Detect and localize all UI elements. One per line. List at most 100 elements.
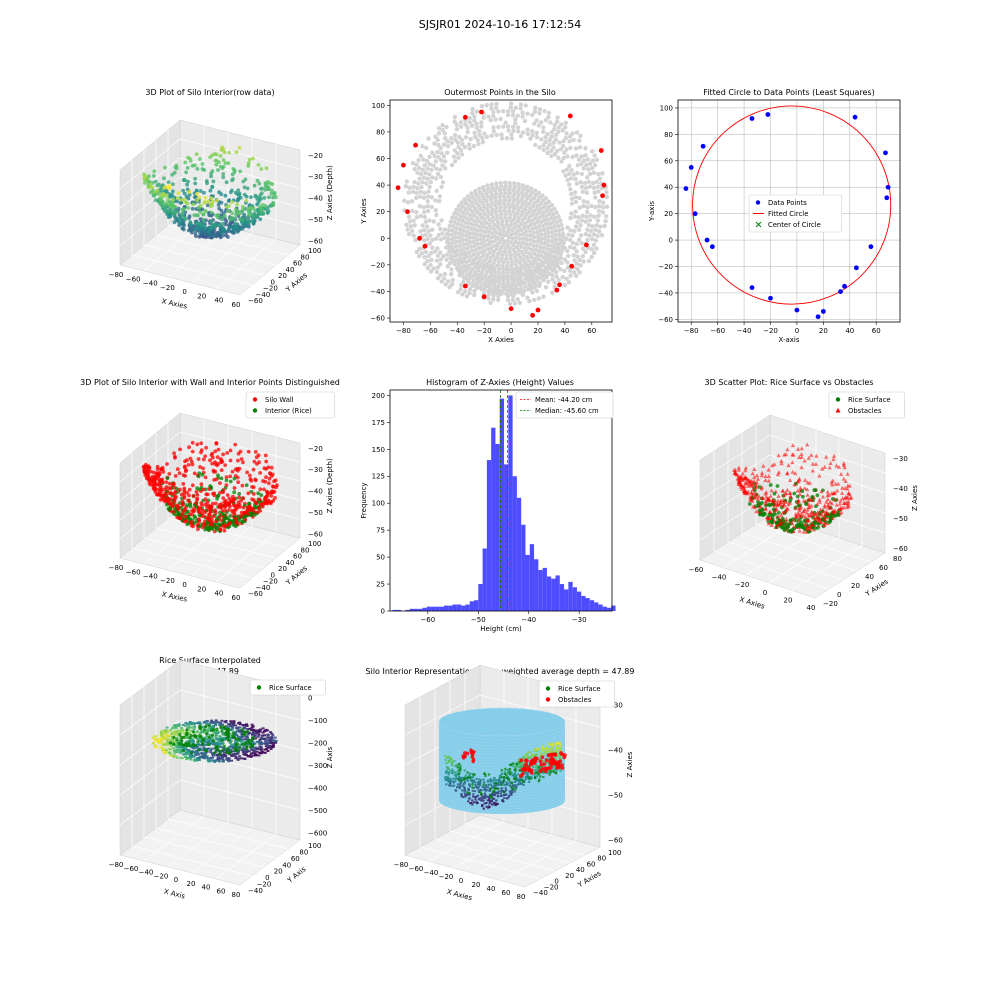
p6-obstacle-point <box>839 471 844 476</box>
p6-obstacle-point <box>766 478 771 483</box>
p1-point <box>187 192 192 197</box>
p6-obstacle-point <box>826 502 831 507</box>
p2-point <box>549 134 554 139</box>
p2-point <box>436 131 442 136</box>
p1-point <box>232 230 237 235</box>
p2-point <box>496 297 501 302</box>
p6-obstacle-point <box>757 494 762 499</box>
p7-surface-patch <box>234 730 238 733</box>
p4-point <box>171 492 176 496</box>
p2-point <box>560 274 565 280</box>
p6-obstacle-point <box>845 505 850 510</box>
p2-point <box>503 211 509 217</box>
p4-point <box>214 441 219 446</box>
p4-point <box>209 506 214 511</box>
p2-point <box>572 214 577 219</box>
p7-point <box>201 742 205 746</box>
p2-point <box>471 143 477 149</box>
p4-ztick-label: −30 <box>308 466 323 474</box>
p7-surface-patch <box>209 742 213 745</box>
p2-point <box>524 203 529 208</box>
p2-outer-point <box>401 162 406 168</box>
p2-point <box>480 263 486 268</box>
p3-frame <box>677 99 901 323</box>
p7-surface-patch <box>173 755 177 757</box>
p2-point <box>406 231 412 237</box>
p5-ytick-label: 200 <box>372 392 385 400</box>
p7-surface-patch <box>165 738 169 740</box>
p4-point <box>244 483 249 488</box>
p2-point <box>524 263 529 269</box>
p7-surface-patch <box>199 756 203 758</box>
p2-point <box>562 268 567 273</box>
p7-surface-patch <box>241 724 245 727</box>
p3-point <box>749 285 755 291</box>
p2-point <box>575 170 580 176</box>
p2-outer-point <box>422 243 428 249</box>
p7-point <box>221 748 225 752</box>
p2-point <box>440 163 445 168</box>
p2-point <box>543 135 548 140</box>
p2-point <box>565 265 571 270</box>
p6-obstacle-point <box>802 458 807 463</box>
p2-point <box>494 181 499 186</box>
p2-point <box>552 280 557 285</box>
p4-point <box>269 501 273 506</box>
p5-ytick-label: 125 <box>372 473 385 481</box>
p2-point <box>550 234 555 239</box>
p2-point <box>501 201 507 206</box>
p4-point <box>210 501 215 506</box>
p6-surface-point <box>756 503 760 508</box>
p7-surface-patch <box>240 740 244 743</box>
p1-point <box>193 176 198 181</box>
p7-surface-patch <box>183 724 187 727</box>
p2-point <box>441 253 446 259</box>
p2-point <box>504 136 510 141</box>
p7-surface-patch <box>202 747 206 749</box>
p2-point <box>463 267 469 273</box>
p2-point <box>443 136 448 141</box>
p3-point <box>885 184 891 190</box>
p7-surface-patch <box>211 756 215 759</box>
p2-ytick-label: 100 <box>372 102 385 110</box>
p1-point <box>162 176 166 181</box>
p7-point <box>201 738 205 743</box>
p2-outer-point <box>479 109 484 115</box>
p5-bar <box>564 589 569 611</box>
p2-point <box>571 137 576 143</box>
p1-point <box>205 203 210 208</box>
p7-surface-patch <box>236 727 240 730</box>
p7-surface-patch <box>163 742 167 745</box>
p7-surface-patch <box>200 725 204 728</box>
p2-point <box>474 285 480 290</box>
p2-point <box>464 233 469 238</box>
p4-ytick-label: −20 <box>263 578 278 586</box>
p2-point <box>506 187 512 192</box>
p2-point <box>519 221 524 227</box>
p2-point <box>425 258 430 264</box>
p4-point <box>164 485 169 489</box>
p2-point <box>495 242 500 248</box>
p2-point <box>474 121 479 127</box>
p2-point <box>506 128 511 133</box>
p2-point <box>435 137 440 143</box>
p2-point <box>492 227 497 232</box>
p2-point <box>508 105 513 110</box>
p4-point <box>203 475 208 480</box>
p8-zlabel: Z Axies <box>626 751 634 777</box>
p1-point <box>245 186 250 191</box>
p2-point <box>486 276 491 282</box>
p2-point <box>467 220 472 226</box>
p4-point <box>200 525 205 530</box>
p5-legend-frame <box>515 391 614 419</box>
p6-obstacle-point <box>797 508 802 513</box>
p2-point <box>521 225 527 230</box>
p1-point <box>193 181 198 186</box>
p1-point <box>231 167 236 171</box>
p2-point <box>482 234 487 239</box>
p2-point <box>519 212 524 218</box>
p2-point <box>545 131 550 137</box>
p2-point <box>516 241 522 246</box>
p2-point <box>496 109 501 114</box>
